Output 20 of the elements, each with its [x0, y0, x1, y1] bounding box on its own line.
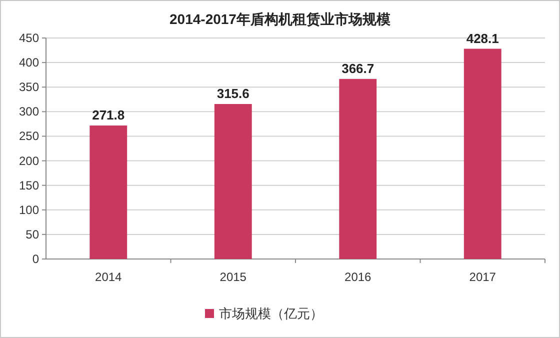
ytick: 300 — [18, 104, 39, 119]
xtick: 2014 — [95, 270, 122, 284]
title: 2014-2017年盾构机租赁业市场规模 — [170, 11, 390, 27]
xtick: 2016 — [344, 270, 372, 284]
ytick: 350 — [18, 80, 39, 94]
ytick: 250 — [18, 129, 39, 144]
data-label: 315.6 — [216, 86, 250, 101]
ytick: 150 — [18, 178, 39, 192]
ytick: 50 — [26, 227, 39, 242]
ytick: 400 — [18, 56, 39, 70]
data-label: 366.7 — [342, 60, 374, 76]
xtick: 2015 — [220, 270, 246, 284]
legend-label: 市场规模（亿元） — [219, 306, 323, 321]
ytick: 450 — [18, 31, 39, 45]
xtick: 2017 — [469, 270, 496, 284]
ytick: 100 — [18, 202, 39, 217]
data-label: 271.8 — [92, 108, 125, 123]
ytick: 200 — [18, 154, 39, 168]
ytick: 0 — [32, 252, 39, 266]
data-label: 428.1 — [466, 30, 499, 46]
